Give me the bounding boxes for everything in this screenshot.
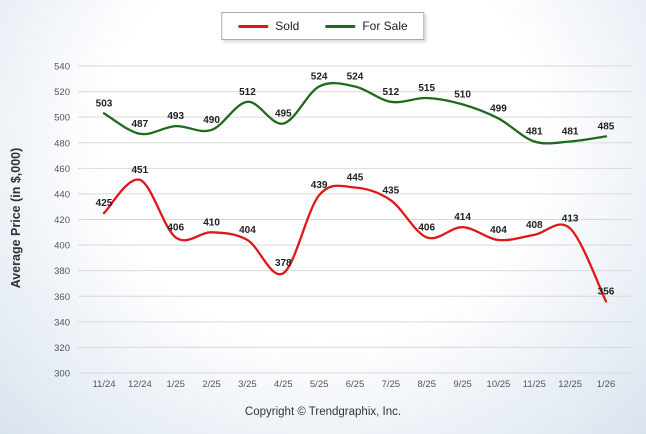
data-label: 512 <box>239 87 256 98</box>
x-tick-label: 5/25 <box>310 379 329 390</box>
series-for-sale-labels: 503 487 493 490 512 495 524 524 512 515 510 499 481 4… <box>96 71 615 137</box>
x-tick-label: 12/24 <box>128 379 152 390</box>
y-tick-label: 340 <box>54 317 70 328</box>
y-tick-label: 380 <box>54 266 70 277</box>
data-label: 406 <box>167 222 184 233</box>
data-label: 493 <box>167 111 184 122</box>
y-tick-label: 420 <box>54 215 70 226</box>
data-label: 404 <box>239 225 256 236</box>
y-tick-label: 540 <box>54 62 70 73</box>
y-tick-label: 300 <box>54 369 70 380</box>
x-tick-label: 12/25 <box>558 379 582 390</box>
chart-plot: 300 320 340 360 380 400 420 440 460 480 500 520 540 1… <box>54 62 632 390</box>
data-label: 495 <box>275 109 292 120</box>
x-tick-label: 3/25 <box>238 379 257 390</box>
data-label: 485 <box>598 121 615 132</box>
gridlines <box>78 65 632 374</box>
legend-label-for-sale: For Sale <box>362 19 408 33</box>
y-tick-label: 520 <box>54 87 70 98</box>
x-tick-label: 11/24 <box>92 379 115 390</box>
x-tick-label: 11/25 <box>523 379 546 390</box>
x-tick-label: 1/26 <box>597 379 616 390</box>
legend-label-sold: Sold <box>275 19 300 33</box>
y-tick-label: 460 <box>54 164 70 175</box>
legend: Sold For Sale <box>221 12 425 40</box>
data-label: 425 <box>96 198 113 209</box>
series-sold-line <box>102 178 608 303</box>
x-tick-label: 10/25 <box>487 379 511 390</box>
y-tick-label: 480 <box>54 138 70 149</box>
series-for-sale-line <box>102 81 608 145</box>
data-label: 378 <box>275 258 292 269</box>
sold-line-swatch <box>238 24 269 28</box>
data-label: 356 <box>598 286 615 297</box>
data-label: 490 <box>203 115 220 126</box>
data-label: 515 <box>418 83 435 94</box>
data-label: 408 <box>526 220 543 231</box>
y-tick-label: 360 <box>54 292 70 303</box>
data-label: 406 <box>418 222 435 233</box>
series-sold <box>102 178 608 303</box>
data-label: 413 <box>562 213 579 224</box>
for-sale-line-swatch <box>325 24 356 28</box>
y-tick-label: 500 <box>54 113 70 124</box>
x-tick-labels: 11/24 12/24 1/25 2/25 3/25 4/25 5/25 6/25 7/25 8/… <box>92 379 615 390</box>
data-label: 510 <box>454 89 471 100</box>
series-for-sale <box>102 81 608 145</box>
series-sold-labels: 425 451 406 410 404 378 439 445 435 406 414 404 408 4… <box>96 165 615 298</box>
data-label: 481 <box>526 126 543 137</box>
data-label: 435 <box>383 185 400 196</box>
legend-item-for-sale: For Sale <box>325 19 408 33</box>
data-label: 439 <box>311 180 328 191</box>
y-tick-label: 400 <box>54 241 70 252</box>
y-tick-label: 440 <box>54 189 70 200</box>
data-label: 451 <box>132 165 149 176</box>
data-label: 524 <box>347 71 364 82</box>
x-tick-label: 8/25 <box>417 379 436 390</box>
y-tick-label: 320 <box>54 343 70 354</box>
data-label: 410 <box>203 217 220 228</box>
x-tick-label: 9/25 <box>453 379 472 390</box>
y-tick-labels: 300 320 340 360 380 400 420 440 460 480 500 520 540 <box>54 62 70 380</box>
data-label: 503 <box>96 98 113 109</box>
x-tick-label: 1/25 <box>166 379 185 390</box>
data-label: 445 <box>347 173 364 184</box>
x-tick-label: 4/25 <box>274 379 293 390</box>
copyright-text: Copyright © Trendgraphix, Inc. <box>244 406 402 418</box>
data-label: 414 <box>454 212 471 223</box>
data-label: 524 <box>311 71 328 82</box>
x-tick-label: 2/25 <box>202 379 221 390</box>
x-tick-label: 7/25 <box>382 379 401 390</box>
x-tick-label: 6/25 <box>346 379 365 390</box>
data-label: 499 <box>490 103 507 114</box>
legend-item-sold: Sold <box>238 19 299 33</box>
data-label: 481 <box>562 126 579 137</box>
data-label: 404 <box>490 225 507 236</box>
data-label: 512 <box>383 87 400 98</box>
data-label: 487 <box>132 119 149 130</box>
